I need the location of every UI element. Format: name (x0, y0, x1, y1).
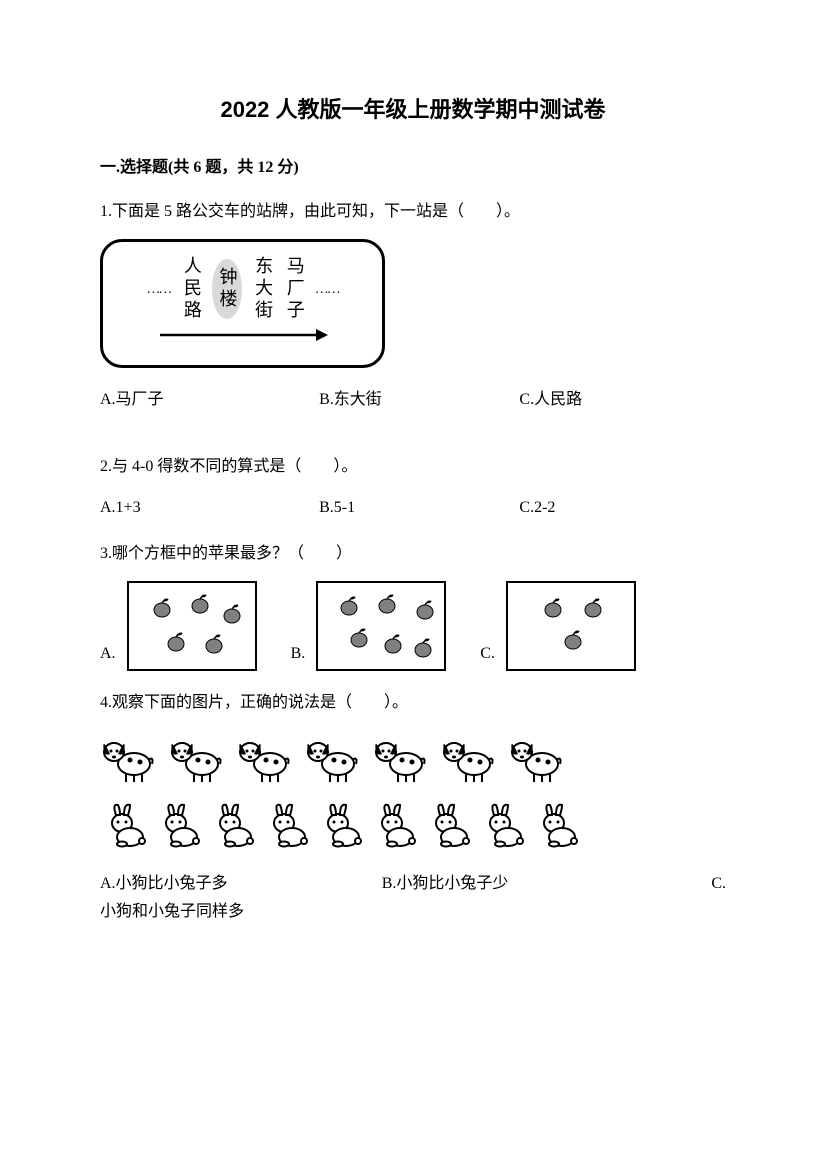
rabbit-icon (532, 801, 580, 849)
apple-icon (348, 627, 370, 649)
apple-icon (562, 629, 584, 651)
question-3: 3.哪个方框中的苹果最多？（ ） A. B. (100, 540, 726, 671)
apple-icon (165, 631, 187, 653)
stop-4: 马厂子 (283, 256, 305, 322)
apple-box-c[interactable] (506, 581, 636, 671)
q2-options: A.1+3 B.5-1 C.2-2 (100, 494, 726, 523)
q4-options: A.小狗比小兔子多 B.小狗比小兔子少 C. 小狗和小兔子同样多 (100, 870, 726, 928)
dots-left: …… (146, 277, 170, 302)
q2-opt-a[interactable]: A.1+3 (100, 494, 319, 523)
dog-row (100, 732, 726, 795)
rabbit-row (100, 801, 726, 860)
rabbit-icon (424, 801, 472, 849)
bus-sign: …… 人民路 钟楼 东大街 马厂子 …… (100, 239, 385, 368)
rabbit-icon (370, 801, 418, 849)
q4-opt-c-prefix[interactable]: C. (696, 870, 726, 899)
q3-text: 3.哪个方框中的苹果最多？（ ） (100, 540, 726, 569)
apple-icon (221, 603, 243, 625)
dog-icon (508, 732, 564, 784)
apple-box-b[interactable] (316, 581, 446, 671)
dots-right: …… (315, 277, 339, 302)
rabbit-icon (100, 801, 148, 849)
direction-arrow (125, 326, 360, 355)
stop-2-current: 钟楼 (212, 259, 242, 319)
apple-box-a[interactable] (127, 581, 257, 671)
q4-text: 4.观察下面的图片，正确的说法是（ ）。 (100, 689, 726, 718)
apple-icon (582, 597, 604, 619)
rabbit-icon (316, 801, 364, 849)
q1-options: A.马厂子 B.东大街 C.人民路 (100, 386, 726, 415)
rabbit-icon (154, 801, 202, 849)
stop-3: 东大街 (252, 256, 274, 322)
q3-label-c: C. (480, 640, 495, 669)
q3-label-b: B. (291, 640, 306, 669)
q1-opt-a[interactable]: A.马厂子 (100, 386, 319, 415)
dog-icon (236, 732, 292, 784)
apple-icon (376, 593, 398, 615)
q3-options: A. B. (100, 581, 726, 671)
question-2: 2.与 4-0 得数不同的算式是（ ）。 A.1+3 B.5-1 C.2-2 (100, 453, 726, 523)
q4-opt-b[interactable]: B.小狗比小兔子少 (382, 870, 696, 899)
apple-icon (382, 633, 404, 655)
q4-opt-a[interactable]: A.小狗比小兔子多 (100, 870, 382, 899)
page-title: 2022 人教版一年级上册数学期中测试卷 (100, 90, 726, 130)
apple-icon (338, 595, 360, 617)
rabbit-icon (478, 801, 526, 849)
q1-text: 1.下面是 5 路公交车的站牌，由此可知，下一站是（ ）。 (100, 198, 726, 227)
q2-opt-b[interactable]: B.5-1 (319, 494, 519, 523)
dog-icon (100, 732, 156, 784)
q2-text: 2.与 4-0 得数不同的算式是（ ）。 (100, 453, 726, 482)
dog-icon (168, 732, 224, 784)
apple-icon (151, 597, 173, 619)
apple-icon (203, 633, 225, 655)
apple-icon (412, 637, 434, 659)
dog-icon (372, 732, 428, 784)
q3-label-a: A. (100, 640, 116, 669)
question-1: 1.下面是 5 路公交车的站牌，由此可知，下一站是（ ）。 …… 人民路 钟楼 … (100, 198, 726, 414)
dog-icon (440, 732, 496, 784)
q1-opt-b[interactable]: B.东大街 (319, 386, 519, 415)
q2-opt-c[interactable]: C.2-2 (519, 494, 726, 523)
section-header: 一.选择题(共 6 题，共 12 分) (100, 154, 726, 183)
apple-icon (542, 597, 564, 619)
question-4: 4.观察下面的图片，正确的说法是（ ）。 (100, 689, 726, 927)
rabbit-icon (208, 801, 256, 849)
stop-1: 人民路 (180, 256, 202, 322)
rabbit-icon (262, 801, 310, 849)
q1-opt-c[interactable]: C.人民路 (519, 386, 726, 415)
apple-icon (189, 593, 211, 615)
bus-stops-row: …… 人民路 钟楼 东大街 马厂子 …… (125, 256, 360, 322)
apple-icon (414, 599, 436, 621)
q4-opt-c-text[interactable]: 小狗和小兔子同样多 (100, 898, 726, 927)
animals-diagram (100, 732, 726, 860)
dog-icon (304, 732, 360, 784)
